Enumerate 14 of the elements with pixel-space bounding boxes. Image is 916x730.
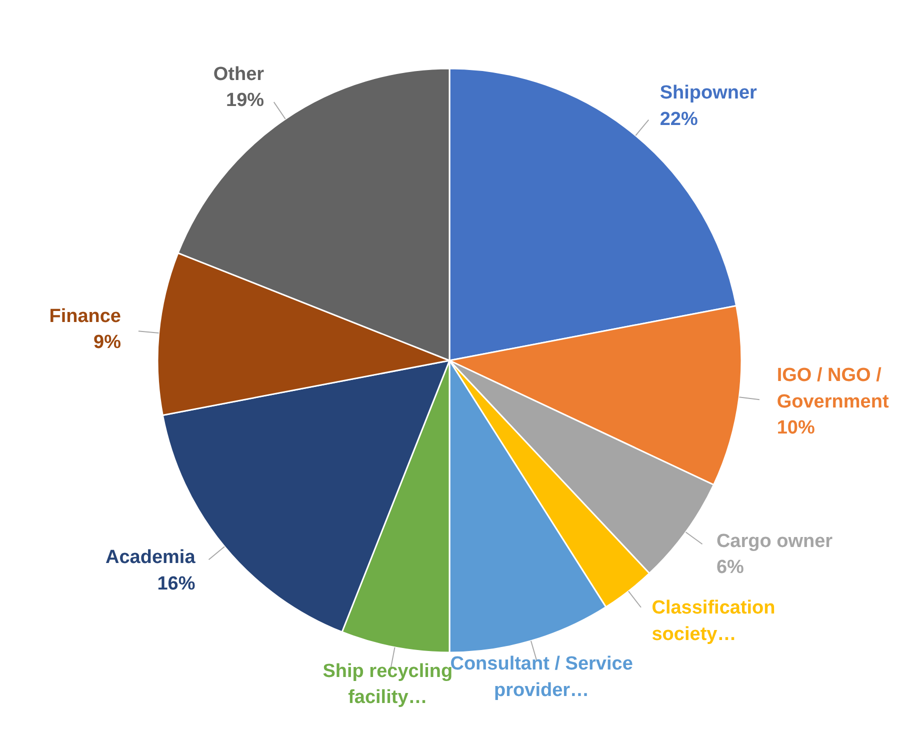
slice-label: Shipowner: [660, 82, 758, 104]
data-label: 10%: [776, 418, 815, 439]
data-label: 9%: [94, 332, 122, 354]
slice-label: Classification society…: [652, 598, 776, 645]
slice-label: Academia: [105, 547, 196, 568]
data-label: 22%: [660, 108, 698, 130]
slice-label: IGO / NGO / Government: [776, 365, 890, 412]
data-label: 19%: [226, 90, 264, 112]
slice-label: Consultant / Service provider…: [450, 654, 633, 701]
data-label: 6%: [716, 557, 744, 578]
slice-label: Other: [213, 64, 265, 85]
slice-label: Cargo owner: [716, 530, 834, 552]
data-label: 16%: [157, 573, 196, 594]
slice-label: Finance: [49, 306, 122, 327]
